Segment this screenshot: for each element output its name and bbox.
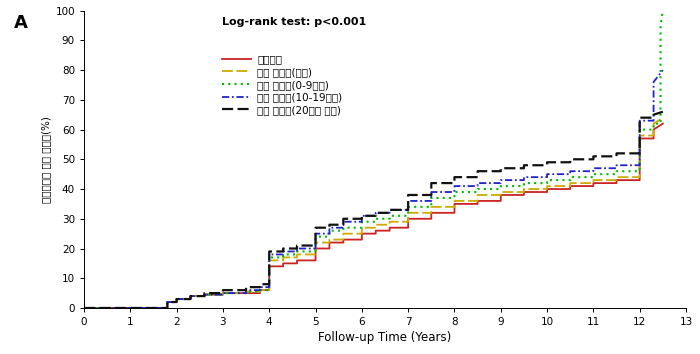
Legend: 비흡연자, 과거 흡연자(금연), 현재 흡연자(0-9개비), 현재 흡연자(10-19개비), 현재 흡연자(20개비 이상): 비흡연자, 과거 흡연자(금연), 현재 흡연자(0-9개비), 현재 흡연자(…	[222, 55, 342, 115]
Y-axis label: 대사증후군 누적 발병률(%): 대사증후군 누적 발병률(%)	[41, 116, 51, 203]
X-axis label: Follow-up Time (Years): Follow-up Time (Years)	[318, 331, 452, 344]
Text: A: A	[14, 14, 28, 32]
Text: Log-rank test: p<0.001: Log-rank test: p<0.001	[223, 17, 367, 27]
